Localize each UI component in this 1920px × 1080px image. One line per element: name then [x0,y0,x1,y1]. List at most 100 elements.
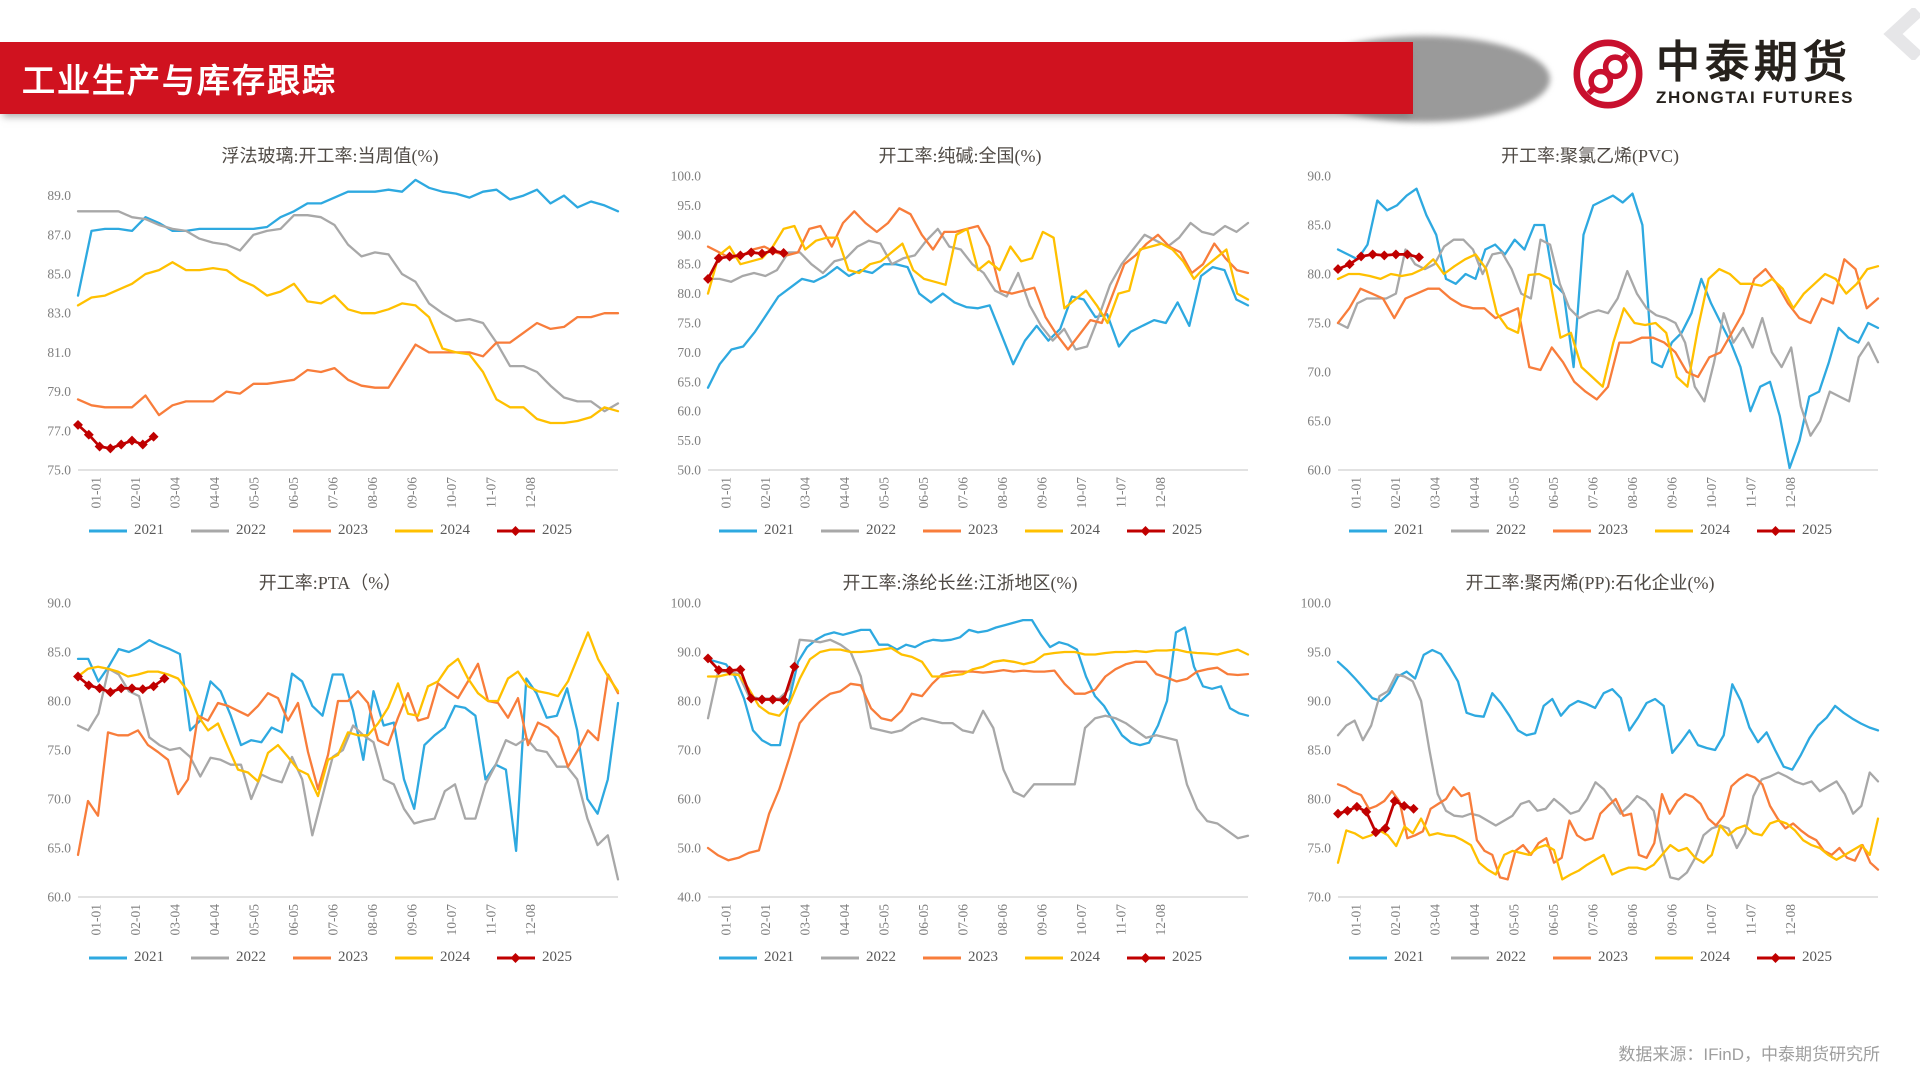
svg-text:06-05: 06-05 [1546,904,1561,936]
legend-item-2024: 2024 [394,949,470,966]
svg-text:81.0: 81.0 [47,345,71,360]
svg-text:40.0: 40.0 [677,890,701,905]
svg-text:03-04: 03-04 [797,477,812,509]
page-title: 工业生产与库存跟踪 [22,62,337,99]
legend-label: 2024 [1070,949,1100,965]
svg-text:10-07: 10-07 [1074,477,1089,509]
legend-item-2025: 2025 [1756,522,1832,539]
legend-label: 2021 [1394,522,1424,538]
chart-plot: 40.0 50.0 60.0 70.0 80.0 90.0 100.0 01-01 02-01 0… [671,596,1250,936]
svg-text:80.0: 80.0 [1307,267,1331,282]
svg-text:85.0: 85.0 [677,257,701,272]
svg-text:04-04: 04-04 [1467,904,1482,936]
svg-text:08-06: 08-06 [1625,477,1640,509]
legend-label: 2021 [1394,949,1424,965]
legend-swatch [821,529,859,532]
legend-label: 2022 [1496,522,1526,538]
legend-item-2023: 2023 [1552,522,1628,539]
svg-text:03-04: 03-04 [167,904,182,936]
svg-text:10-07: 10-07 [1074,904,1089,936]
svg-text:02-01: 02-01 [128,904,143,936]
chart-plot: 70.0 75.0 80.0 85.0 90.0 95.0 100.0 01-01 02-01 0… [1301,596,1880,936]
legend-item-2023: 2023 [922,949,998,966]
svg-text:07-06: 07-06 [325,477,340,509]
legend-item-2024: 2024 [1654,522,1730,539]
legend-swatch [89,956,127,959]
svg-text:10-07: 10-07 [444,904,459,936]
svg-text:11-07: 11-07 [1114,904,1129,935]
legend-item-2021: 2021 [718,949,794,966]
svg-text:01-01: 01-01 [718,477,733,509]
svg-text:50.0: 50.0 [677,463,701,478]
legend-item-2023: 2023 [292,949,368,966]
svg-text:55.0: 55.0 [677,433,701,448]
legend-swatch [1349,529,1387,532]
zhongtai-emblem-icon [1573,39,1643,109]
legend-swatch [89,529,127,532]
svg-text:09-06: 09-06 [1665,904,1680,936]
chart-plot: 75.0 77.0 79.0 81.0 83.0 85.0 87.0 89.0 01-01 02-… [47,178,620,509]
svg-text:75.0: 75.0 [1307,841,1331,856]
svg-text:03-04: 03-04 [1427,904,1442,936]
svg-text:95.0: 95.0 [1307,645,1331,660]
svg-text:10-07: 10-07 [444,477,459,509]
legend-swatch [1025,956,1063,959]
svg-text:08-06: 08-06 [365,477,380,509]
svg-text:12-08: 12-08 [523,477,538,509]
legend-label: 2022 [866,522,896,538]
svg-text:90.0: 90.0 [677,645,701,660]
chart-title: 浮法玻璃:开工率:当周值(%) [221,146,439,166]
legend-swatch [1553,529,1591,532]
svg-text:12-08: 12-08 [1153,904,1168,936]
svg-text:80.0: 80.0 [1307,792,1331,807]
legend-swatch [191,956,229,959]
legend-item-2022: 2022 [1450,522,1526,539]
legend-label: 2025 [542,949,572,965]
legend-swatch [719,956,757,959]
legend-label: 2023 [1598,522,1628,538]
legend-swatch [719,529,757,532]
chart-legend: 2021 2022 2023 2024 2025 [88,949,572,966]
svg-text:04-04: 04-04 [837,477,852,509]
svg-text:08-06: 08-06 [995,477,1010,509]
legend-item-2022: 2022 [190,949,266,966]
legend-label: 2022 [1496,949,1526,965]
legend-item-2025: 2025 [1756,949,1832,966]
legend-item-2025: 2025 [1126,522,1202,539]
legend-item-2025: 2025 [496,522,572,539]
legend-swatch [1127,525,1165,536]
svg-text:70.0: 70.0 [1307,365,1331,380]
svg-text:03-04: 03-04 [167,477,182,509]
svg-text:04-04: 04-04 [1467,477,1482,509]
legend-label: 2024 [440,949,470,965]
svg-text:05-05: 05-05 [1506,477,1521,509]
legend-label: 2021 [134,949,164,965]
legend-item-2021: 2021 [718,522,794,539]
svg-text:75.0: 75.0 [1307,316,1331,331]
svg-text:70.0: 70.0 [47,792,71,807]
chart-title: 开工率:PTA（%） [258,573,402,593]
svg-text:03-04: 03-04 [797,904,812,936]
svg-text:07-06: 07-06 [325,904,340,936]
legend-swatch [923,956,961,959]
legend-label: 2023 [338,522,368,538]
legend-item-2021: 2021 [1348,949,1424,966]
legend-swatch [395,529,433,532]
svg-text:03-04: 03-04 [1427,477,1442,509]
chart-legend: 2021 2022 2023 2024 2025 [1348,522,1832,539]
svg-text:70.0: 70.0 [677,345,701,360]
svg-text:12-08: 12-08 [1783,904,1798,936]
legend-swatch [293,956,331,959]
svg-text:06-05: 06-05 [286,477,301,509]
svg-text:05-05: 05-05 [246,904,261,936]
legend-item-2021: 2021 [88,522,164,539]
legend-label: 2021 [764,522,794,538]
svg-text:60.0: 60.0 [47,890,71,905]
legend-swatch [821,956,859,959]
legend-swatch [1127,952,1165,963]
svg-text:100.0: 100.0 [1301,596,1332,611]
svg-text:89.0: 89.0 [47,188,71,203]
svg-text:09-06: 09-06 [405,904,420,936]
legend-swatch [191,529,229,532]
legend-item-2022: 2022 [820,522,896,539]
